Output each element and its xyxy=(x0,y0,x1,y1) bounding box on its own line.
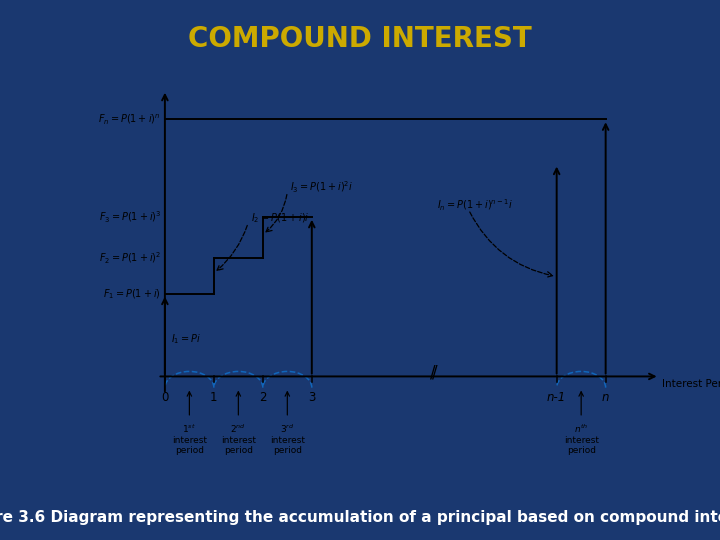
Text: $I_1=Pi$: $I_1=Pi$ xyxy=(171,332,201,346)
Text: $I_2=P(1+i)i$: $I_2=P(1+i)i$ xyxy=(251,212,309,225)
Text: $F_2=P(1+i)^2$: $F_2=P(1+i)^2$ xyxy=(99,251,161,266)
Text: $3^{rd}$
interest
period: $3^{rd}$ interest period xyxy=(270,422,305,455)
Text: 1: 1 xyxy=(210,391,217,404)
Text: $F_1=P(1+i)$: $F_1=P(1+i)$ xyxy=(103,287,161,301)
Text: COMPOUND INTEREST: COMPOUND INTEREST xyxy=(188,25,532,53)
Text: $I_3=P(1+i)^2i$: $I_3=P(1+i)^2i$ xyxy=(289,180,353,195)
Text: $\!/\!/$: $\!/\!/$ xyxy=(429,364,439,382)
Text: 3: 3 xyxy=(308,391,315,404)
Text: n-1: n-1 xyxy=(547,391,567,404)
Text: $2^{nd}$
interest
period: $2^{nd}$ interest period xyxy=(221,422,256,455)
Text: n: n xyxy=(602,391,609,404)
Text: $n^{th}$
interest
period: $n^{th}$ interest period xyxy=(564,422,598,455)
Text: $1^{st}$
interest
period: $1^{st}$ interest period xyxy=(172,422,207,455)
Text: 0: 0 xyxy=(161,391,168,404)
Text: $F_3=P(1+i)^3$: $F_3=P(1+i)^3$ xyxy=(99,209,161,225)
Text: $F_n=P(1+i)^n$: $F_n=P(1+i)^n$ xyxy=(99,112,161,126)
Text: Interest Period: Interest Period xyxy=(662,379,720,389)
Text: 2: 2 xyxy=(259,391,266,404)
Text: $I_n=P(1+i)^{n-1}i$: $I_n=P(1+i)^{n-1}i$ xyxy=(437,198,513,213)
Text: Figure 3.6 Diagram representing the accumulation of a principal based on compoun: Figure 3.6 Diagram representing the accu… xyxy=(0,510,720,524)
